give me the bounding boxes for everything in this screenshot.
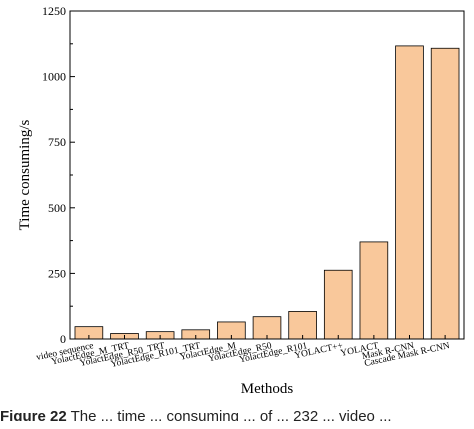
y-axis-title: Time consuming/s bbox=[17, 119, 33, 230]
y-tick-label: 500 bbox=[48, 201, 66, 215]
y-tick-label: 1000 bbox=[42, 70, 66, 84]
y-tick-label: 1250 bbox=[42, 4, 66, 18]
bar-yolact- bbox=[323, 269, 353, 340]
y-axis: 0 250 500 750 1000 1250 bbox=[42, 4, 75, 346]
y-tick-label: 0 bbox=[60, 332, 66, 346]
plot-frame bbox=[69, 10, 465, 340]
y-tick-label: 750 bbox=[48, 135, 66, 149]
bars-group bbox=[74, 45, 460, 340]
bar-yolact bbox=[359, 241, 389, 340]
x-axis: video sequenceYolactEdge_M_TRTYolactEdge… bbox=[35, 335, 451, 370]
bar-yolactedge-r101 bbox=[288, 311, 317, 340]
figure-label: Figure 22 bbox=[0, 408, 67, 425]
bar-chart: 0 250 500 750 1000 1250 video sequenceYolactE… bbox=[17, 4, 465, 397]
bar-cascade-mask-r-cnn bbox=[430, 47, 460, 340]
bar-mask-r-cnn bbox=[395, 45, 424, 340]
figure-caption: Figure 22 The ... time ... consuming ...… bbox=[0, 405, 474, 425]
y-tick-label: 250 bbox=[48, 266, 66, 280]
figure-caption-text: The ... time ... consuming ... of ... 23… bbox=[70, 408, 392, 425]
x-axis-title: Methods bbox=[241, 381, 294, 397]
